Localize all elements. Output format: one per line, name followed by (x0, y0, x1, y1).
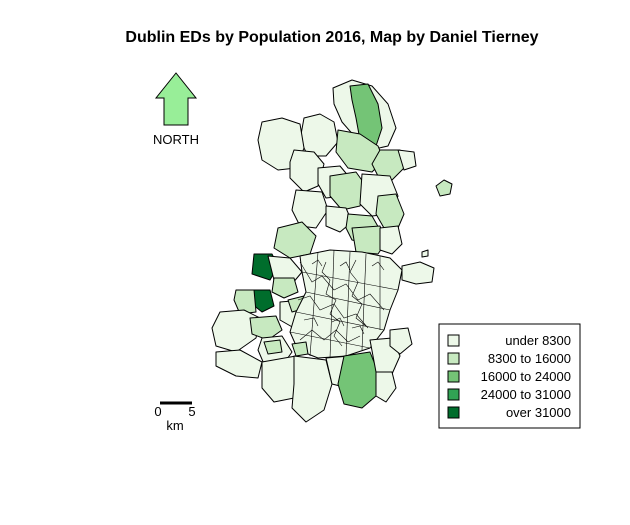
scale-unit-label: km (166, 418, 183, 433)
ed-region (401, 261, 435, 285)
legend-items: under 8300 8300 to 16000 16000 to 24000 240… (447, 333, 571, 420)
ed-region (215, 349, 263, 379)
legend-label: 24000 to 31000 (481, 387, 571, 402)
map-title: Dublin EDs by Population 2016, Map by Da… (125, 29, 538, 46)
ed-region (211, 309, 261, 353)
ed-region (375, 193, 405, 229)
city-centre-boundaries (289, 249, 399, 359)
ed-region (291, 341, 309, 357)
ed-region (267, 255, 303, 285)
ed-region (289, 149, 325, 193)
ed-region (249, 315, 283, 341)
ed-region (299, 113, 339, 157)
ed-region (337, 351, 379, 409)
ed-region (291, 355, 333, 423)
ed-region (375, 371, 397, 403)
scale-start-label: 0 (154, 404, 161, 419)
ed-region (435, 179, 453, 197)
ed-region (379, 225, 403, 255)
ed-region (397, 149, 417, 171)
scale-bar: 0 5 km (154, 401, 196, 433)
legend-swatch (447, 388, 460, 401)
legend: under 8300 8300 to 16000 16000 to 24000 240… (438, 323, 581, 429)
legend-swatch (447, 334, 460, 347)
legend-swatch (447, 370, 460, 383)
ed-region (421, 249, 429, 258)
north-arrow: NORTH (153, 72, 199, 147)
legend-label: under 8300 (505, 333, 571, 348)
legend-label: over 31000 (506, 405, 571, 420)
legend-box (438, 323, 581, 429)
legend-swatch (447, 406, 460, 419)
legend-label: 16000 to 24000 (481, 369, 571, 384)
ed-region (263, 339, 283, 355)
legend-swatch (447, 352, 460, 365)
ed-region (329, 171, 367, 211)
ed-region (291, 189, 329, 229)
map-regions (211, 79, 453, 423)
legend-label: 8300 to 16000 (488, 351, 571, 366)
ed-region (389, 327, 413, 355)
north-arrow-icon (154, 72, 198, 126)
ed-region (271, 277, 299, 299)
scale-end-label: 5 (188, 404, 195, 419)
north-label: NORTH (153, 132, 199, 147)
